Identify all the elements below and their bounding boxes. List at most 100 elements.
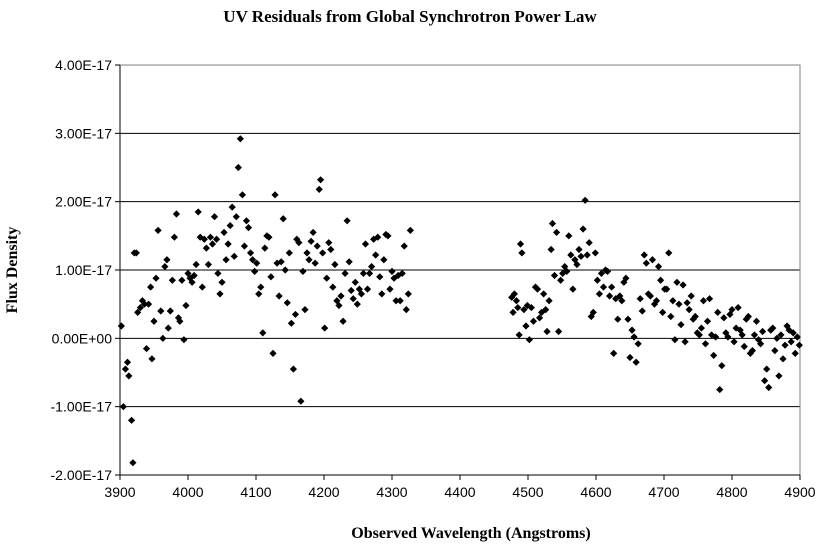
data-point	[170, 233, 178, 241]
x-tick-label: 4400	[444, 484, 475, 500]
data-point	[351, 278, 359, 286]
data-point	[398, 269, 406, 278]
data-point	[575, 245, 583, 254]
data-point	[561, 262, 569, 271]
data-point	[265, 233, 273, 241]
data-point	[277, 258, 285, 266]
data-point	[400, 242, 408, 250]
data-point	[200, 235, 208, 243]
data-point	[303, 249, 311, 257]
data-point	[341, 269, 349, 278]
data-point	[123, 358, 132, 366]
data-point	[161, 262, 169, 271]
data-point	[671, 336, 679, 344]
data-point	[157, 307, 165, 315]
data-point	[769, 324, 777, 332]
chart-title: UV Residuals from Global Synchrotron Pow…	[223, 7, 597, 26]
data-point	[392, 297, 400, 305]
data-point	[771, 347, 779, 355]
data-point	[163, 256, 171, 264]
data-point	[374, 233, 382, 241]
data-point	[585, 239, 593, 247]
data-point	[359, 269, 368, 278]
data-point	[236, 135, 244, 143]
data-point	[630, 333, 638, 341]
data-point	[287, 319, 295, 327]
data-point	[559, 269, 567, 278]
data-point	[204, 260, 212, 269]
data-point	[527, 303, 535, 312]
data-point	[361, 240, 370, 248]
data-point	[583, 251, 591, 259]
data-point	[675, 300, 683, 308]
data-point	[315, 185, 323, 193]
data-point	[759, 327, 767, 336]
data-point	[701, 340, 710, 348]
data-point	[329, 283, 337, 291]
data-point	[384, 232, 392, 240]
data-point	[317, 176, 325, 184]
data-point	[777, 331, 785, 339]
data-point	[144, 300, 153, 308]
data-point	[220, 228, 228, 237]
data-point	[712, 333, 720, 341]
data-point	[129, 459, 137, 467]
data-point	[291, 310, 300, 319]
data-point	[687, 292, 695, 300]
data-point	[240, 242, 249, 250]
data-point	[708, 331, 716, 339]
data-point	[603, 267, 612, 275]
x-axis-title: Observed Wavelength (Angstroms)	[351, 525, 590, 542]
data-point	[285, 249, 293, 257]
data-point	[761, 377, 769, 385]
data-point	[378, 290, 386, 298]
data-point	[693, 329, 701, 337]
data-point	[642, 259, 650, 267]
data-point	[363, 285, 372, 293]
data-point	[624, 315, 632, 323]
data-point	[327, 245, 335, 254]
data-point	[119, 403, 127, 411]
data-point	[644, 290, 652, 298]
data-point	[565, 232, 573, 240]
data-point	[785, 326, 793, 334]
data-point	[267, 273, 275, 281]
data-point	[734, 303, 742, 312]
x-tick-label: 4200	[308, 484, 339, 500]
data-point	[242, 217, 251, 225]
data-point	[299, 267, 307, 275]
data-point	[255, 290, 263, 298]
data-point	[520, 306, 528, 314]
data-point	[552, 228, 561, 237]
data-point	[518, 249, 526, 257]
data-point	[699, 297, 708, 305]
data-point	[679, 281, 687, 289]
data-point	[789, 329, 797, 337]
data-point	[222, 256, 230, 264]
data-point	[563, 267, 571, 275]
data-point	[230, 252, 238, 260]
data-point	[212, 235, 221, 243]
data-point	[273, 259, 281, 267]
data-point	[180, 336, 188, 344]
data-point	[190, 271, 198, 280]
data-point	[765, 383, 773, 392]
data-point	[738, 331, 746, 339]
x-tick-label: 4900	[784, 484, 815, 500]
y-tick-label: 3.00E-17	[55, 125, 112, 141]
data-point	[673, 278, 681, 286]
data-point	[750, 331, 759, 339]
data-point	[347, 286, 355, 295]
data-point	[514, 303, 522, 312]
data-point	[164, 324, 172, 332]
data-point	[249, 256, 257, 264]
y-tick-label: 2.00E-17	[55, 194, 112, 210]
data-point	[626, 353, 634, 362]
data-point	[136, 303, 144, 312]
data-point	[132, 249, 140, 257]
data-point	[509, 308, 517, 316]
data-point	[634, 340, 642, 348]
data-point	[650, 300, 659, 308]
data-point	[720, 314, 728, 322]
data-point	[404, 290, 412, 298]
